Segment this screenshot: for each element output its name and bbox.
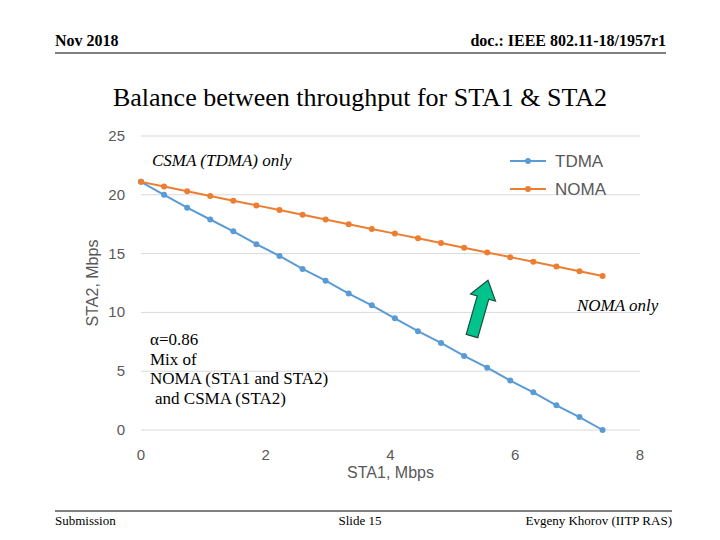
series-point [253,241,259,247]
title: Balance between throughput for STA1 & ST… [113,83,607,112]
header-right: doc.: IEEE 802.11-18/1957r1 [470,32,666,49]
series-point [392,315,398,321]
header-rule [55,53,666,54]
y-axis-label: STA2, Mbps [84,240,101,327]
series-point [415,328,421,334]
series-point [230,228,236,234]
series-point [276,207,282,213]
annotation-line: and CSMA (STA2) [155,389,286,408]
annotation: CSMA (TDMA) only [152,151,292,170]
x-tick-label: 6 [511,446,519,463]
series-point [484,249,490,255]
x-tick-label: 8 [636,446,644,463]
series-point [276,253,282,259]
x-tick-label: 0 [137,446,145,463]
series-point [346,221,352,227]
series-point [184,188,190,194]
y-tick-label: 25 [108,127,125,144]
series-point [161,184,167,190]
series-point [161,192,167,198]
grid-line [141,136,640,137]
series-point [576,268,582,274]
y-tick-label: 5 [117,362,125,379]
arrow [460,277,501,340]
x-tick-label: 2 [262,446,270,463]
y-tick-label: 20 [108,186,125,203]
series-point [415,235,421,241]
grid-line [141,253,640,254]
series-point [323,278,329,284]
footer-left: Submission [55,513,116,528]
series-point [184,205,190,211]
y-tick-label: 0 [117,421,125,438]
y-tick-label: 15 [108,245,125,262]
series-point [507,254,513,260]
series-point [438,240,444,246]
series-point [461,245,467,251]
series-point [230,198,236,204]
header-left: Nov 2018 [55,32,119,49]
plot-area [138,179,606,433]
x-axis-label: STA1, Mbps [347,464,434,481]
series-point [553,402,559,408]
series-point [530,259,536,265]
series-point [392,231,398,237]
footer-center: Slide 15 [339,513,382,528]
series-point [369,302,375,308]
y-tick-label: 10 [108,303,125,320]
legend-label: TDMA [555,152,604,171]
grid-line [141,312,640,313]
footer-rule [55,511,672,512]
series-point [300,266,306,272]
annotation-line: Mix of [150,350,197,369]
series-point [138,179,144,185]
series-point [438,340,444,346]
series-point [138,179,144,185]
series-point [530,389,536,395]
series-point [461,353,467,359]
series-point [207,193,213,199]
legend-marker [525,186,531,192]
series-line [141,182,603,430]
annotation: NOMA only [576,296,659,315]
grid-line [141,430,640,431]
series-point [369,226,375,232]
series-point [207,216,213,222]
series-point [600,427,606,433]
series-point [484,365,490,371]
series-point [553,264,559,270]
annotation-line: NOMA (STA1 and STA2) [150,369,328,388]
series-point [253,202,259,208]
series-point [323,216,329,222]
legend-marker [525,158,531,164]
legend-label: NOMA [555,180,607,199]
slide: Nov 2018 doc.: IEEE 802.11-18/1957r1 Balan… [0,0,720,540]
annotation-line: α=0.86 [150,330,198,349]
series-point [600,273,606,279]
x-tick-label: 4 [386,446,394,463]
footer-right: Evgeny Khorov (IITP RAS) [526,513,672,528]
series-point [346,291,352,297]
series-point [576,414,582,420]
series-line [141,182,603,276]
series-point [507,378,513,384]
series-point [300,212,306,218]
